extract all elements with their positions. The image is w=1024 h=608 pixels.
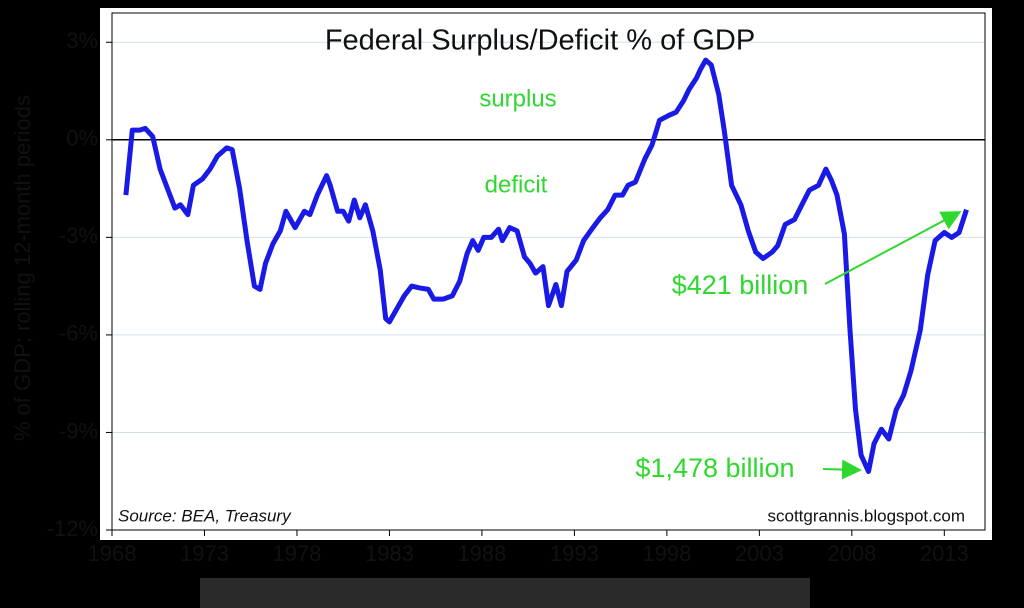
recent-label: $421 billion (672, 270, 809, 300)
peak-arrow (822, 459, 862, 480)
plot-frame (111, 12, 986, 531)
y-axis-label: % of GDP; rolling 12-month periods (10, 95, 35, 441)
source-note: Source: BEA, Treasury (118, 506, 292, 525)
peak-label: $1,478 billion (635, 453, 794, 483)
x-tick-label: 1983 (365, 541, 414, 566)
deficit-label: deficit (485, 171, 548, 198)
data-line (123, 57, 969, 474)
chart-title: Federal Surplus/Deficit % of GDP (325, 25, 755, 57)
x-tick-label: 1973 (180, 541, 229, 566)
x-tick-label: 2003 (735, 541, 784, 566)
recent-arrow (824, 211, 962, 285)
y-tick-label: 3% (66, 28, 98, 53)
y-tick-label: -9% (59, 418, 98, 443)
y-tick-label: -12% (47, 516, 98, 541)
y-tick-label: 0% (66, 126, 98, 151)
surplus-label: surplus (479, 85, 556, 112)
x-tick-label: 1978 (272, 541, 321, 566)
page-behind (200, 578, 810, 608)
x-tick-label: 2008 (827, 541, 876, 566)
x-tick-label: 1968 (88, 541, 137, 566)
y-tick-label: -3% (59, 223, 98, 248)
x-tick-label: 1998 (642, 541, 691, 566)
y-tick-label: -6% (59, 321, 98, 346)
credit-note: scottgrannis.blogspot.com (768, 506, 966, 525)
x-tick-label: 1988 (457, 541, 506, 566)
x-tick-label: 2013 (920, 541, 969, 566)
x-tick-label: 1993 (550, 541, 599, 566)
